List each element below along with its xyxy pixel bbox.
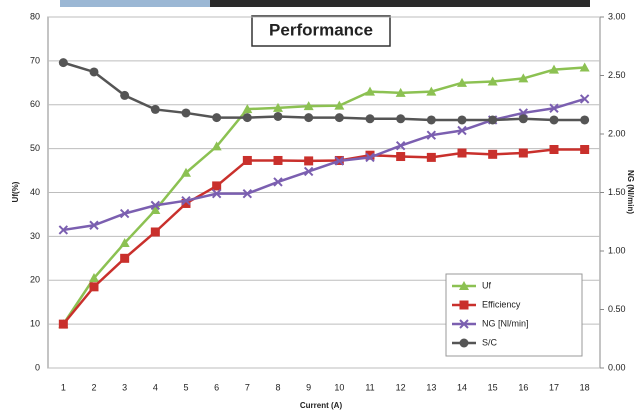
y-tick-label: 80 [30, 11, 40, 21]
x-tick-label: 5 [183, 382, 188, 392]
y2-tick-label: 3.00 [608, 11, 626, 21]
x-tick-label: 14 [457, 382, 467, 392]
y-tick-label: 30 [30, 231, 40, 241]
marker [488, 115, 497, 124]
y2-tick-label: 2.00 [608, 128, 626, 138]
marker [304, 156, 313, 165]
marker [120, 254, 129, 263]
x-tick-label: 4 [153, 382, 158, 392]
legend-marker [460, 301, 469, 310]
marker [427, 115, 436, 124]
y-tick-label: 10 [30, 319, 40, 329]
x-tick-label: 3 [122, 382, 127, 392]
y-tick-label: 0 [35, 362, 40, 372]
y-tick-label: 20 [30, 275, 40, 285]
marker [90, 67, 99, 76]
marker [182, 108, 191, 117]
x-tick-label: 16 [518, 382, 528, 392]
marker [488, 150, 497, 159]
marker [458, 149, 467, 158]
marker [458, 115, 467, 124]
marker [550, 115, 559, 124]
y2-tick-label: 0.50 [608, 304, 626, 314]
marker [396, 152, 405, 161]
marker [151, 105, 160, 114]
y-tick-label: 50 [30, 143, 40, 153]
marker [243, 113, 252, 122]
chart: Performance Current (A) Uf(%) NG (Nl/min… [0, 0, 638, 416]
marker [519, 114, 528, 123]
marker [580, 145, 589, 154]
x-tick-label: 15 [488, 382, 498, 392]
top-strip [60, 0, 210, 7]
x-axis-label: Current (A) [300, 401, 343, 410]
x-tick-label: 11 [365, 382, 374, 392]
marker [519, 149, 528, 158]
y-axis-label: Uf(%) [11, 181, 20, 202]
x-tick-label: 12 [396, 382, 406, 392]
y2-tick-label: 1.50 [608, 187, 626, 197]
y2-tick-label: 1.00 [608, 245, 626, 255]
marker [366, 114, 375, 123]
x-tick-label: 13 [426, 382, 436, 392]
legend-label: S/C [482, 337, 498, 347]
x-tick-label: 8 [275, 382, 280, 392]
marker [212, 113, 221, 122]
x-tick-label: 18 [580, 382, 590, 392]
x-tick-label: 7 [245, 382, 250, 392]
chart-title: Performance [269, 20, 373, 39]
x-tick-label: 1 [61, 382, 66, 392]
marker [274, 112, 283, 121]
legend-label: Uf [482, 280, 491, 290]
y2-axis-label: NG (Nl/min) [626, 170, 635, 214]
y2-tick-label: 0.00 [608, 362, 626, 372]
marker [59, 320, 68, 329]
marker [335, 113, 344, 122]
marker [120, 91, 129, 100]
marker [243, 156, 252, 165]
y-tick-label: 40 [30, 187, 40, 197]
y2-tick-label: 2.50 [608, 70, 626, 80]
x-tick-label: 9 [306, 382, 311, 392]
legend-marker [460, 339, 469, 348]
x-tick-label: 6 [214, 382, 219, 392]
y-tick-label: 60 [30, 99, 40, 109]
legend-label: NG [Nl/min] [482, 318, 529, 328]
legend-label: Efficiency [482, 299, 521, 309]
marker [212, 181, 221, 190]
marker [550, 145, 559, 154]
marker [396, 114, 405, 123]
marker [304, 113, 313, 122]
x-tick-label: 2 [91, 382, 96, 392]
marker [151, 227, 160, 236]
marker [59, 58, 68, 67]
top-strip [210, 0, 590, 7]
marker [427, 153, 436, 162]
y-tick-label: 70 [30, 55, 40, 65]
marker [274, 156, 283, 165]
x-tick-label: 17 [549, 382, 559, 392]
marker [90, 282, 99, 291]
x-tick-label: 10 [334, 382, 344, 392]
marker [580, 115, 589, 124]
